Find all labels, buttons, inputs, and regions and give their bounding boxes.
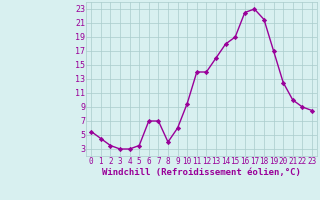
X-axis label: Windchill (Refroidissement éolien,°C): Windchill (Refroidissement éolien,°C) — [102, 168, 301, 177]
